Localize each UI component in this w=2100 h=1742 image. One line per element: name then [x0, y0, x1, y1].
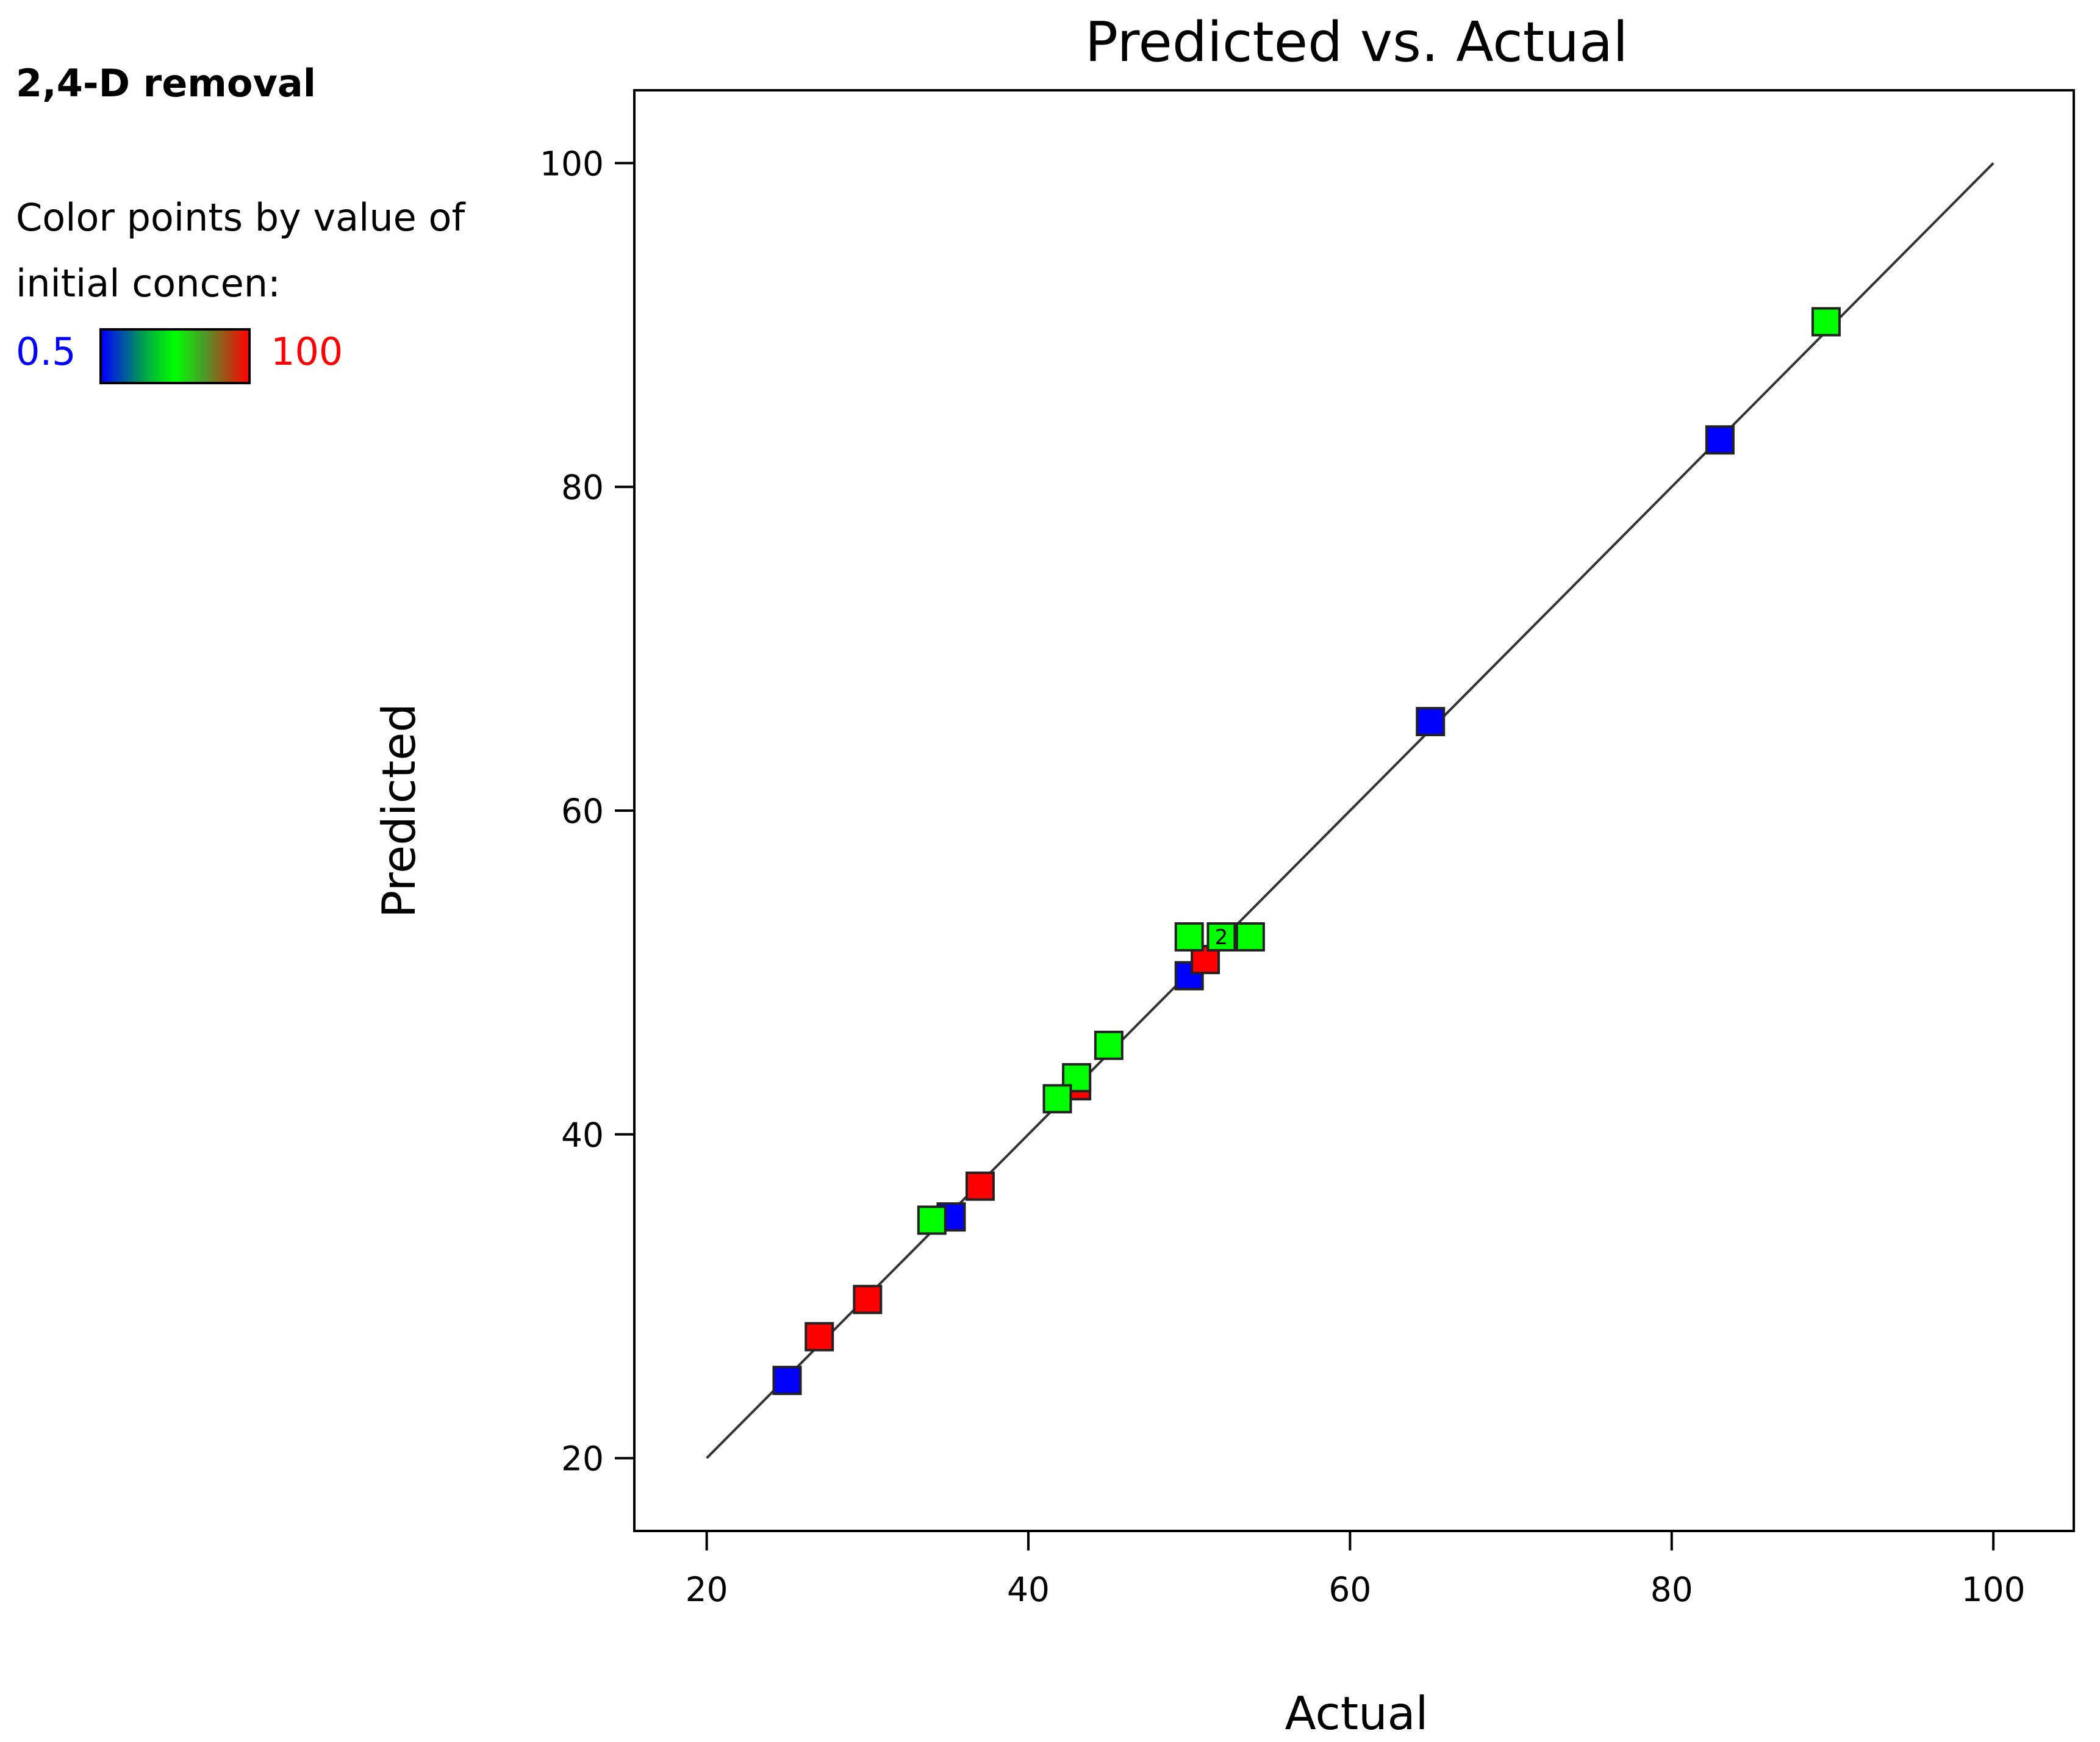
x-tick-label: 100: [1962, 1570, 2026, 1609]
data-point: [1416, 707, 1446, 737]
data-point: [853, 1285, 883, 1314]
data-point: [917, 1205, 947, 1235]
data-point: [965, 1171, 995, 1201]
y-axis-label: Predicted: [372, 703, 426, 918]
x-axis-label: Actual: [1285, 1686, 1428, 1740]
data-point: [805, 1322, 834, 1352]
data-point: [1174, 922, 1204, 952]
x-tick-label: 40: [1007, 1570, 1050, 1609]
y-tick-label: 80: [561, 468, 604, 507]
legend-color-gradient: [99, 328, 251, 384]
data-point: [1062, 1063, 1092, 1092]
data-point: [1094, 1030, 1123, 1060]
data-point: [1174, 961, 1204, 991]
chart-title: Predicted vs. Actual: [1085, 10, 1628, 74]
y-tick-label: 60: [561, 792, 604, 831]
legend-description-line-1: Color points by value of: [16, 195, 465, 240]
reference-line: [706, 162, 1994, 1459]
data-point: [1235, 922, 1265, 952]
x-tick-label: 60: [1328, 1570, 1371, 1609]
legend-title: 2,4-D removal: [16, 61, 316, 106]
x-tick-label: 80: [1650, 1570, 1693, 1609]
legend-max-label: 100: [271, 329, 343, 374]
y-axis-ticks: 20 40 60 80 100: [540, 144, 634, 1479]
x-tick-label: 20: [686, 1570, 728, 1609]
legend-min-label: 0.5: [16, 329, 76, 374]
x-axis-ticks: 20 40 60 80 100: [686, 1531, 2026, 1609]
data-point: [1042, 1084, 1072, 1114]
data-point: [1705, 425, 1735, 455]
y-tick-label: 40: [561, 1116, 604, 1155]
data-point: [772, 1366, 802, 1396]
data-point: [1206, 922, 1236, 952]
data-point-count-label: 2: [1215, 925, 1228, 950]
data-points: 2: [772, 307, 1841, 1396]
data-point: [1811, 307, 1841, 337]
y-tick-label: 100: [540, 144, 604, 183]
legend-description-line-2: initial concen:: [16, 261, 281, 306]
y-tick-label: 20: [561, 1439, 604, 1479]
